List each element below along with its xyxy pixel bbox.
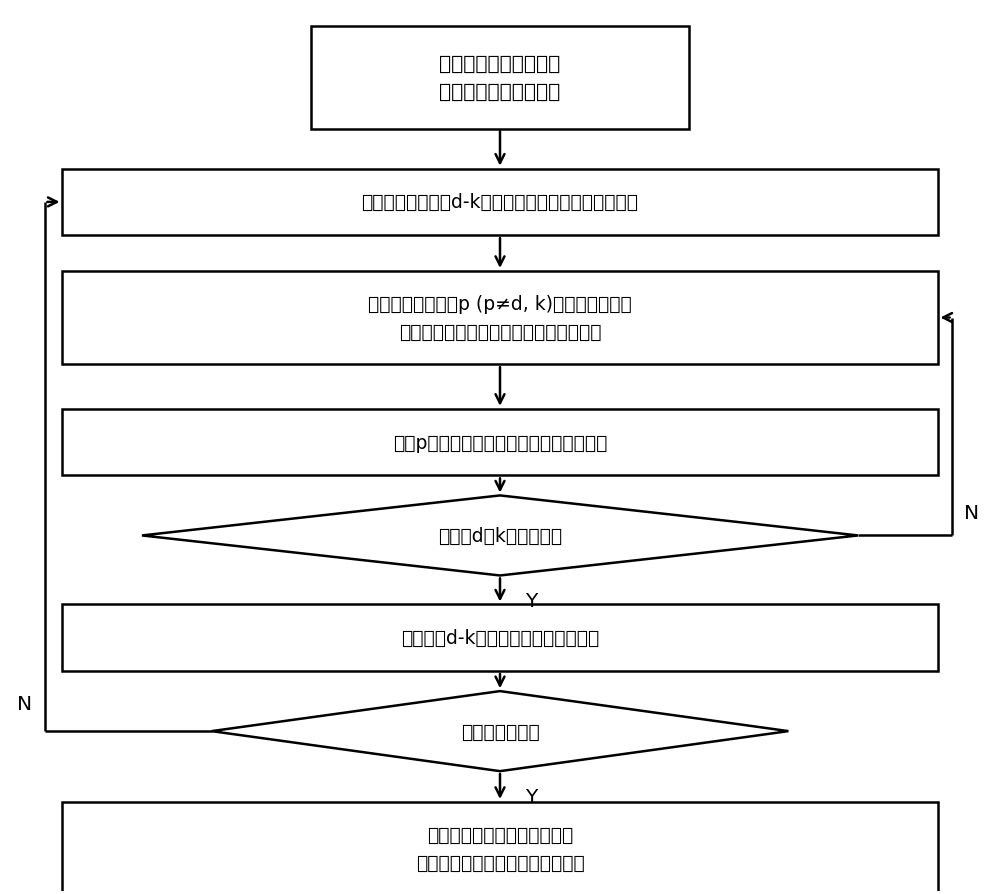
Bar [311,27,689,130]
Text: 选择任意一个节点p (p≠d, k)，并计算该节点
的电容电流及其关联分支的线路零模电流: 选择任意一个节点p (p≠d, k)，并计算该节点 的电容电流及其关联分支的线路… [368,295,632,342]
Text: 选择任意一个区段d-k，按推算策略推算各分支点电压: 选择任意一个区段d-k，按推算策略推算各分支点电压 [362,193,639,212]
Bar [62,604,938,671]
Polygon shape [212,691,788,772]
Text: 遍历全部区段？: 遍历全部区段？ [461,721,539,741]
Polygon shape [142,496,858,576]
Text: 计算p的节点注入电流及节点综合注入电流: 计算p的节点注入电流及节点综合注入电流 [393,433,607,452]
Bar [62,169,938,236]
Text: N: N [17,695,33,713]
Bar [62,409,938,476]
Text: Y: Y [525,592,537,611]
Text: 故障发生后，各测点启
动、采集零模电压电流: 故障发生后，各测点启 动、采集零模电压电流 [439,55,561,102]
Text: 比较各区段综合注入电流之和
输出计算值最小的区段为故障区段: 比较各区段综合注入电流之和 输出计算值最小的区段为故障区段 [416,825,584,872]
Bar [62,802,938,894]
Text: N: N [964,503,980,522]
Text: 计算区段d-k的节点综合注入电流之和: 计算区段d-k的节点综合注入电流之和 [401,628,599,647]
Bar [62,272,938,365]
Text: Y: Y [525,788,537,806]
Text: 遍历除d、k以外节点？: 遍历除d、k以外节点？ [438,527,562,545]
